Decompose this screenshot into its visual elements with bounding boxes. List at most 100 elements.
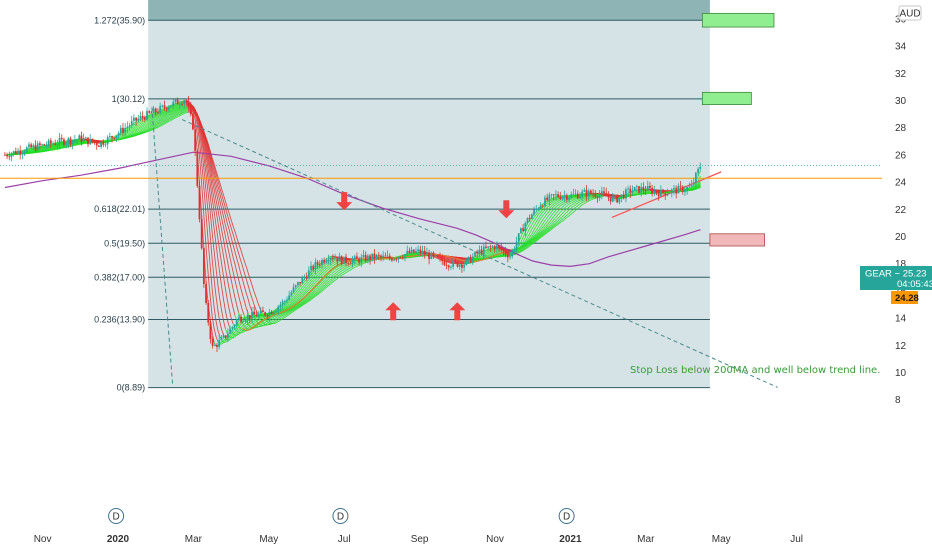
candle-body [686,187,689,191]
candle-body [93,142,96,143]
candle-body [561,196,564,199]
candle-body [126,126,129,128]
candle-body [401,257,404,259]
candle-body [56,144,59,145]
ribbon-ma-line [509,195,603,256]
candle-body [325,260,328,263]
candle-body [548,194,551,201]
candle-body [406,250,409,255]
candle-body [423,250,426,255]
dividend-marker-label: D [563,512,570,523]
candle-body [54,143,57,145]
candle-body [614,195,616,197]
ribbon-ma-line [238,259,356,330]
candle-body [294,284,297,288]
candle-body [113,137,116,139]
candle-body [555,194,557,196]
candle-body [82,138,85,142]
candle-body [360,257,363,263]
y-tick-label: 8 [895,395,901,406]
candle-body [305,276,308,279]
candle-body [329,258,332,261]
candle-body [620,194,623,198]
candle-body [25,147,28,152]
candle-body [183,101,186,105]
candle-body [452,260,455,267]
candle-body [316,262,319,265]
candle-body [388,255,391,259]
candle-body [544,197,546,207]
candle-body [533,209,535,215]
candle-body [143,117,146,120]
alert-price-tag: 24.28 [891,291,919,304]
candle-body [246,315,249,321]
candle-body [266,315,269,317]
candle-body [102,141,105,145]
candle-body [67,138,70,143]
candle-body [644,190,647,192]
candle-body [272,311,275,314]
candle-body [227,333,229,338]
candle-body [157,112,159,114]
x-axis[interactable]: Nov 2020 Mar May Jul Sep Nov 2021 Mar May Jul [34,534,803,545]
candle-body [417,249,420,251]
candle-body [487,246,490,248]
candle-body [60,137,63,140]
candle-body [133,117,135,121]
candle-body [84,137,87,139]
candle-body [541,205,544,207]
candle-body [570,194,573,198]
candle-body [130,120,133,126]
candle-body [659,189,662,197]
candle-body [353,256,356,260]
candle-body [692,182,695,185]
candle-body [590,190,592,194]
candle-body [557,194,560,197]
candle-body [594,194,597,197]
candle-body [568,197,570,200]
candle-body [583,190,586,192]
candle-body [694,172,697,183]
fib-level-label: 0.618(22.01) [94,204,145,214]
candle-body [649,186,651,189]
candle-body [579,195,581,199]
candle-body [257,313,260,317]
candle-body [28,144,30,148]
y-tick-label: 20 [895,232,907,243]
candle-body [198,186,201,220]
candle-body [141,115,144,118]
candle-body [148,111,151,113]
candle-body [447,265,450,268]
candle-body [222,335,225,338]
candle-body [397,257,400,260]
dividend-marker [332,508,349,524]
candle-body [270,311,273,314]
candle-body [205,284,207,303]
candle-body [299,281,301,284]
candle-body [262,310,264,313]
candle-body [618,197,621,203]
candle-body [537,208,540,210]
candle-body [161,105,164,107]
candle-body [98,145,100,147]
currency-badge[interactable]: AUD [898,5,922,21]
annotation-arrows [336,192,515,321]
candle-body [163,105,166,108]
stop-loss-annotation: Stop Loss below 200MA and well below tre… [630,365,880,376]
candle-body [264,312,267,316]
candle-body [202,248,205,285]
candle-body [530,214,533,219]
candle-body [187,101,190,107]
candle-body [104,144,107,146]
candle-body [251,311,253,319]
candle-body [71,140,74,145]
candle-body [559,196,562,199]
candle-body [342,256,345,264]
candle-body [174,99,177,102]
y-tick-label: 10 [895,368,907,379]
candle-body [185,101,188,102]
candle-body [493,246,496,250]
candle-body [49,140,52,144]
